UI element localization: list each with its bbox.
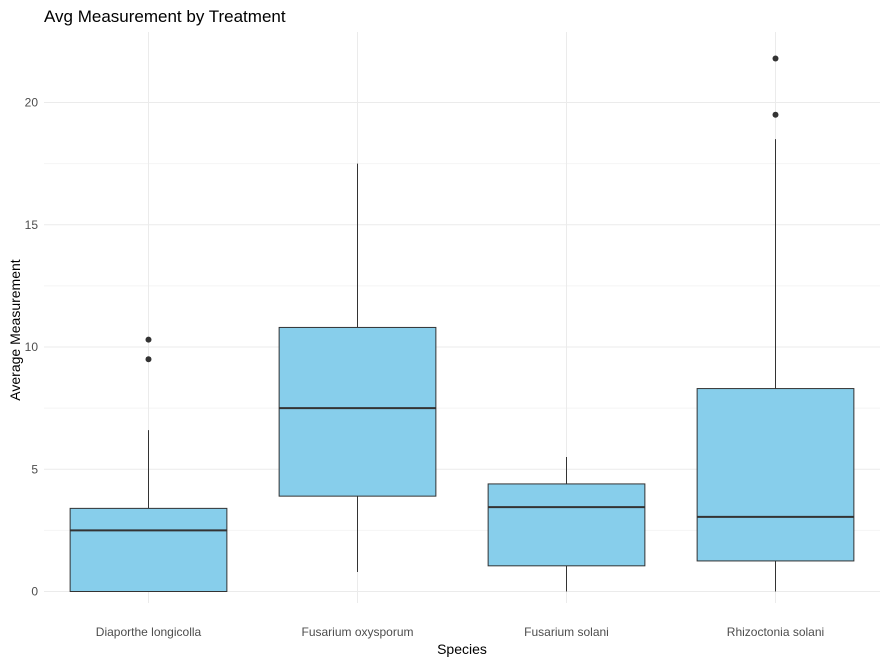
x-tick-label: Fusarium solani (524, 625, 609, 639)
boxes (69, 55, 855, 592)
y-tick-label: 5 (31, 462, 38, 476)
x-axis-ticks: Diaporthe longicolla Fusarium oxysporum Fu… (96, 625, 824, 639)
y-tick-label: 10 (25, 340, 39, 354)
y-tick-label: 20 (25, 96, 39, 110)
x-tick-label: Diaporthe longicolla (96, 625, 202, 639)
outlier-point (772, 111, 779, 118)
x-tick-label: Rhizoctonia solani (727, 625, 824, 639)
x-axis-title: Species (437, 641, 487, 657)
y-axis-ticks: 0 5 10 15 20 (25, 96, 39, 599)
x-tick-label: Fusarium oxysporum (301, 625, 413, 639)
chart-title: Avg Measurement by Treatment (44, 7, 286, 26)
box (278, 326, 437, 497)
y-tick-label: 15 (25, 218, 39, 232)
y-tick-label: 0 (31, 585, 38, 599)
box (487, 483, 646, 567)
y-axis-title: Average Measurement (7, 259, 23, 400)
box (69, 507, 228, 592)
outlier-point (145, 356, 152, 363)
box (696, 388, 855, 562)
outlier-point (145, 336, 152, 343)
outlier-point (772, 55, 779, 62)
